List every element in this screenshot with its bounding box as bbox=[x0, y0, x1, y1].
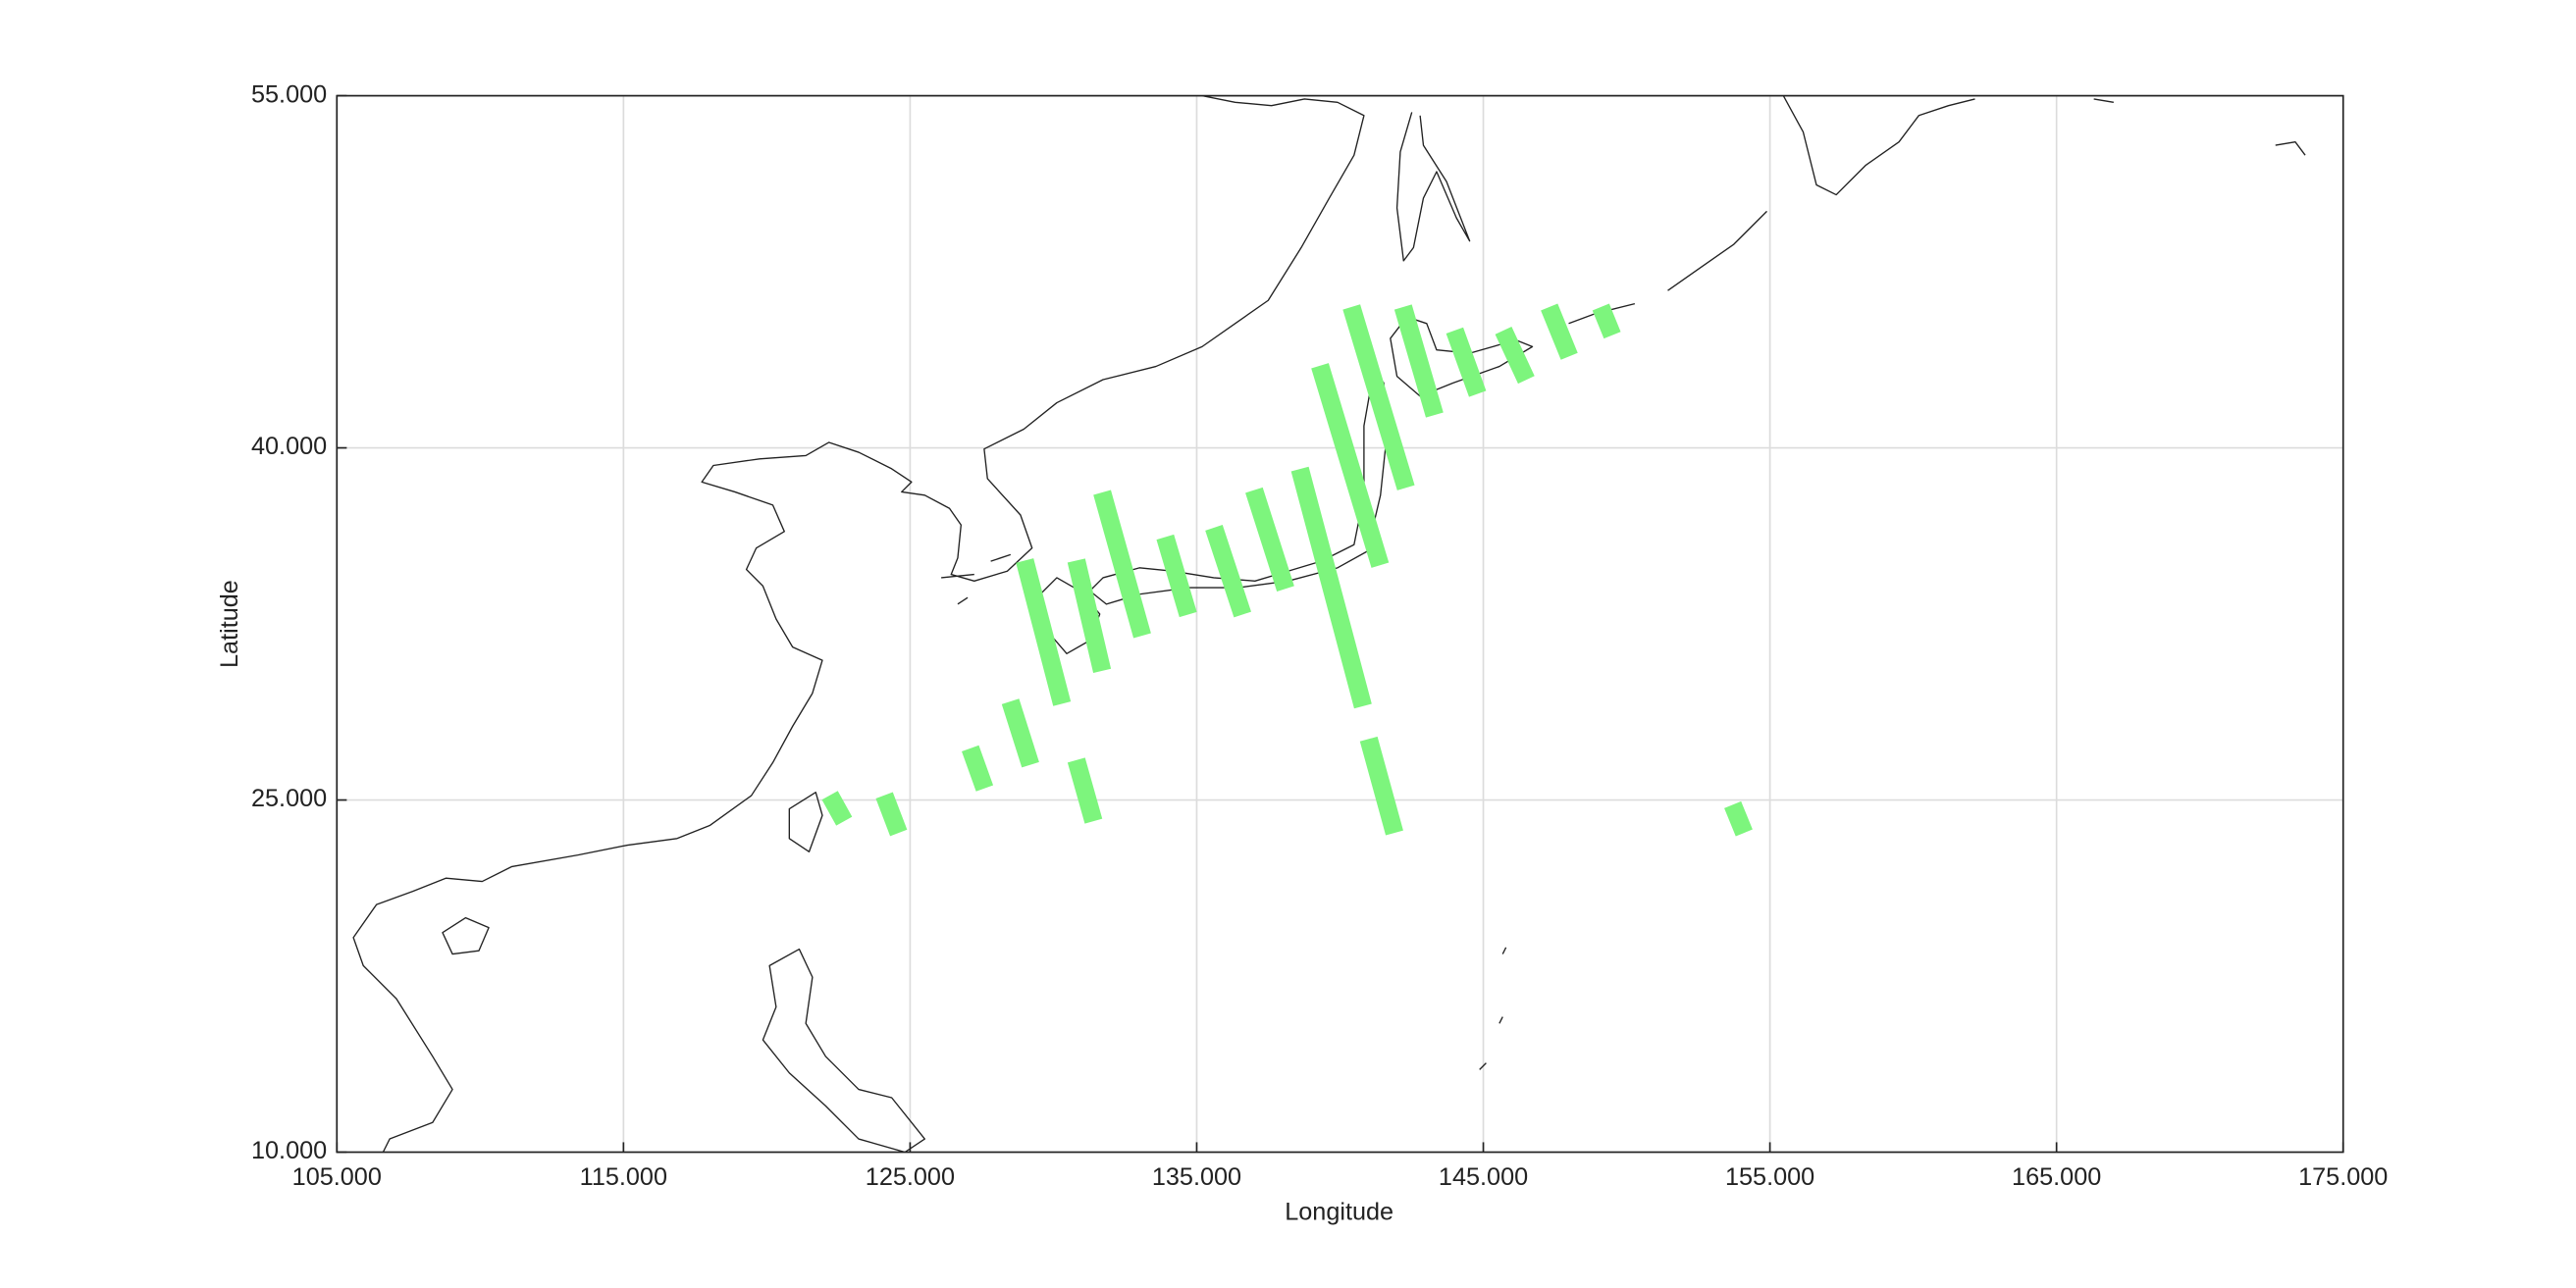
swath bbox=[1592, 303, 1621, 339]
y-axis-label: Latitude bbox=[216, 580, 243, 668]
swath bbox=[821, 791, 853, 826]
y-tick-label: 40.000 bbox=[251, 433, 327, 460]
y-tick-label: 10.000 bbox=[251, 1137, 327, 1164]
coastline bbox=[352, 95, 1365, 1153]
coastline bbox=[788, 792, 823, 852]
swath bbox=[1245, 487, 1294, 592]
coastline bbox=[1395, 112, 1471, 262]
ticks: 105.000 115.000 125.000 135.000 145.000 155.0… bbox=[251, 80, 2388, 1191]
coastline bbox=[1390, 316, 1534, 397]
swath bbox=[1446, 327, 1487, 397]
x-tick-label: 105.000 bbox=[292, 1163, 382, 1191]
swath bbox=[1495, 327, 1535, 385]
swath bbox=[1541, 303, 1578, 360]
coastline bbox=[762, 948, 925, 1153]
swath bbox=[1724, 800, 1753, 837]
swath bbox=[1205, 525, 1251, 618]
swath bbox=[1342, 304, 1415, 490]
swath bbox=[1093, 489, 1151, 639]
coastline bbox=[941, 553, 1507, 1070]
coastline bbox=[1782, 95, 1975, 196]
y-tick-label: 55.000 bbox=[251, 80, 327, 108]
axes-box bbox=[336, 94, 2344, 1154]
swath bbox=[962, 745, 994, 792]
coastline bbox=[1088, 369, 1389, 605]
swath bbox=[1001, 698, 1039, 768]
swath bbox=[875, 792, 908, 837]
y-tick-label: 25.000 bbox=[251, 785, 327, 812]
coastline bbox=[1568, 98, 2306, 325]
swath bbox=[1016, 558, 1072, 706]
x-tick-label: 115.000 bbox=[580, 1163, 667, 1191]
x-tick-label: 175.000 bbox=[2298, 1163, 2388, 1191]
x-tick-label: 135.000 bbox=[1152, 1163, 1241, 1191]
x-tick-label: 145.000 bbox=[1439, 1163, 1528, 1191]
swath bbox=[1067, 757, 1103, 824]
x-tick-label: 155.000 bbox=[1725, 1163, 1814, 1191]
x-tick-label: 125.000 bbox=[866, 1163, 955, 1191]
coastlines bbox=[352, 95, 2306, 1153]
coastline bbox=[442, 916, 490, 955]
x-axis-label: Longitude bbox=[1285, 1198, 1393, 1225]
x-tick-label: 165.000 bbox=[2012, 1163, 2101, 1191]
swath bbox=[1067, 558, 1112, 674]
swath bbox=[1311, 363, 1390, 568]
swath bbox=[1290, 466, 1372, 709]
swaths bbox=[821, 303, 1753, 837]
swath bbox=[1359, 736, 1403, 836]
swath bbox=[1393, 304, 1444, 418]
swath bbox=[1156, 534, 1197, 618]
